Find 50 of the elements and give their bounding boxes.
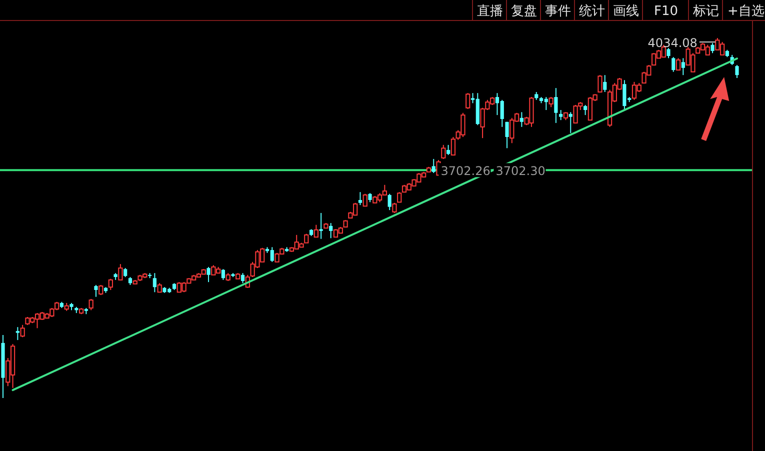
- candlestick: [362, 193, 368, 207]
- candlestick: [520, 112, 524, 128]
- candlestick: [505, 121, 509, 149]
- candlestick: [329, 222, 333, 239]
- candlestick: [397, 192, 402, 203]
- candlestick: [88, 298, 94, 311]
- candlestick: [118, 264, 123, 280]
- candlestick: [221, 268, 225, 280]
- candlestick: [314, 224, 318, 238]
- candlestick: [98, 284, 104, 296]
- annotation: 3702.30: [496, 164, 546, 178]
- button: 画线: [608, 0, 639, 20]
- candlestick: [681, 58, 685, 76]
- candlestick: [108, 278, 113, 290]
- candlestick: [319, 212, 323, 240]
- candlestick: [672, 56, 676, 72]
- button: 标记: [688, 0, 719, 20]
- candlestick: [388, 193, 392, 211]
- annotation: 4034.08: [648, 36, 698, 50]
- candlestick: [598, 74, 602, 92]
- candlestick: [152, 272, 156, 293]
- candlestick: [666, 48, 670, 59]
- candlestick: [584, 104, 588, 116]
- candlestick: [441, 144, 446, 160]
- candlestick: [466, 92, 470, 110]
- candlestick: [568, 112, 572, 134]
- candlestick: [554, 88, 558, 124]
- button: 直播: [472, 0, 503, 20]
- candlestick: [446, 144, 450, 156]
- candlestick: [432, 158, 436, 174]
- button: 复盘: [506, 0, 537, 20]
- candlestick: [20, 324, 25, 338]
- candlestick: [392, 202, 397, 214]
- candlestick: [16, 326, 20, 341]
- button: F10: [642, 0, 678, 20]
- annotation: 3702.26: [440, 164, 490, 178]
- candlestick: [676, 58, 681, 71]
- candlestick: [710, 42, 714, 54]
- button: 事件: [540, 0, 571, 20]
- candlestick: [450, 136, 456, 156]
- button: +自选: [722, 0, 764, 20]
- candlestick: [206, 266, 210, 283]
- candlestick: [548, 96, 554, 108]
- button: 统计: [574, 0, 605, 20]
- candlestick: [94, 284, 98, 298]
- candlestick: [358, 192, 362, 206]
- candlestick: [603, 74, 607, 92]
- candlestick: [559, 110, 563, 121]
- candlestick: [240, 272, 245, 284]
- candlestick: [735, 64, 739, 78]
